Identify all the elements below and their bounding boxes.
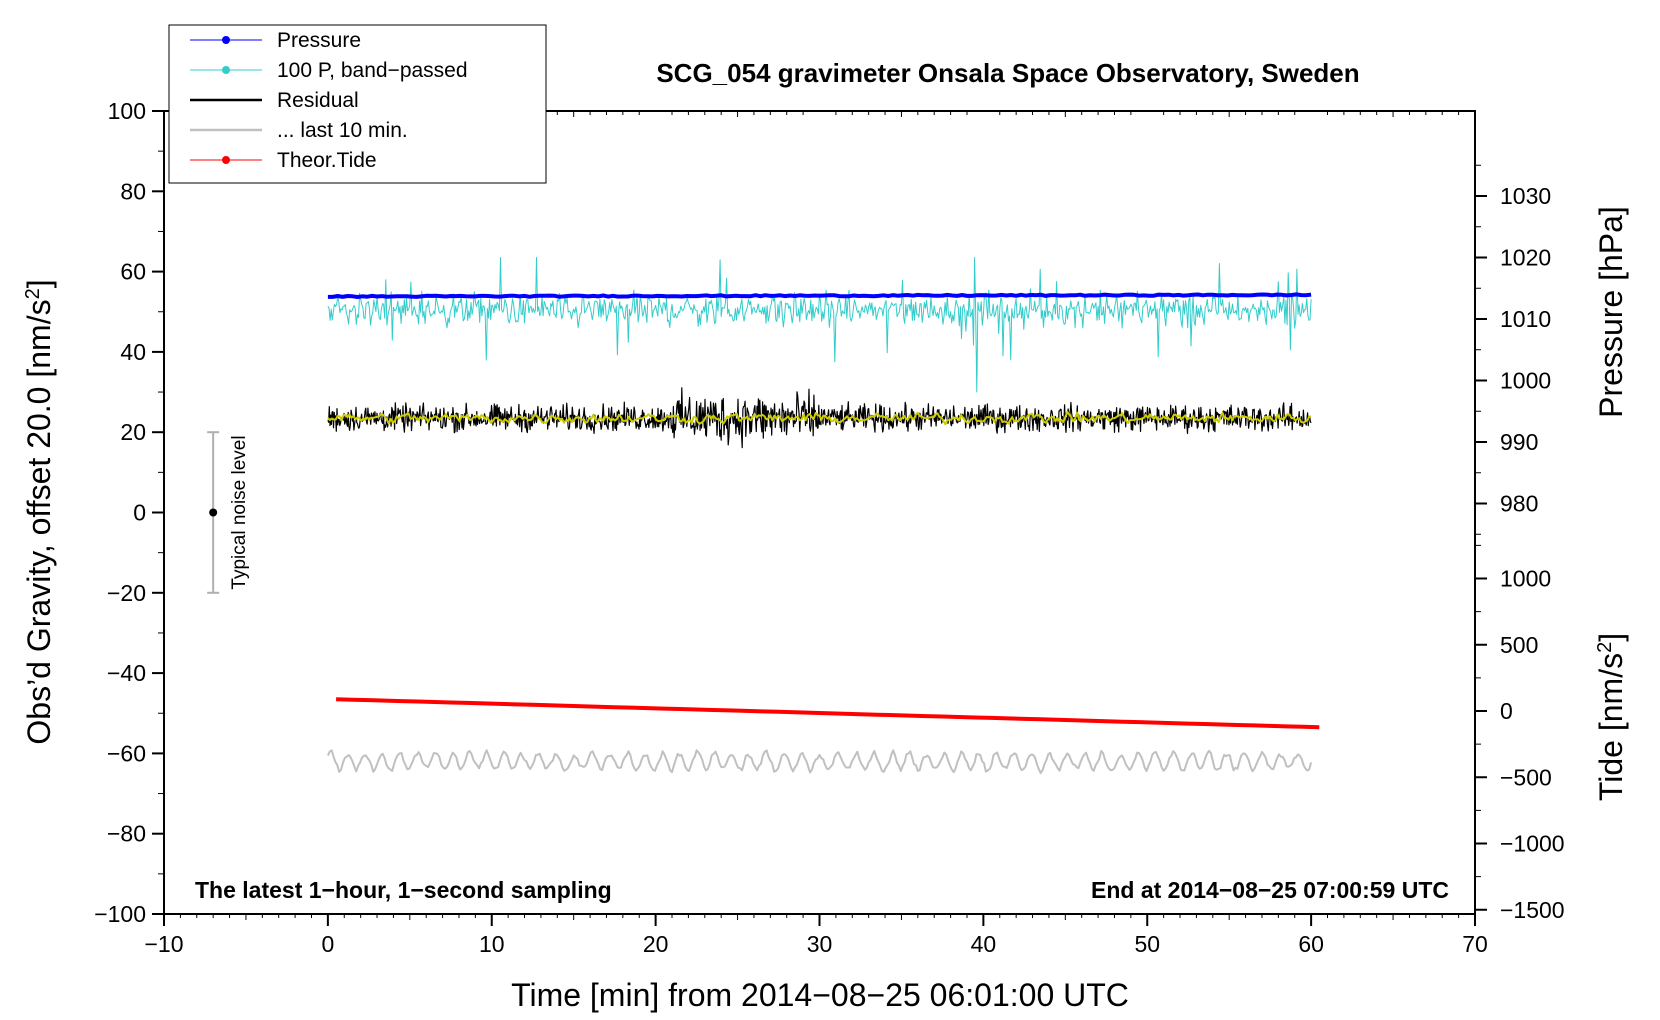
legend-box	[168, 24, 547, 184]
pressure-tick-label: 1000	[1500, 368, 1551, 394]
y-left-tick-label: 60	[120, 259, 146, 285]
y-axis-pressure-title: Pressure [hPa]	[1593, 206, 1629, 418]
legend-pressure-label: Pressure	[277, 29, 361, 52]
legend-band-passed-label: 100 P, band−passed	[277, 59, 468, 82]
legend-band-passed-marker	[222, 66, 230, 74]
legend-theoretical-tide-label: Theor.Tide	[277, 149, 377, 172]
y-left-tick-label: −60	[107, 740, 146, 766]
legend-last-10-min-label: ... last 10 min.	[277, 119, 408, 142]
y-left-tick-label: 80	[120, 178, 146, 204]
series-pressure	[327, 292, 1312, 299]
y-axis-left-title-tail: ]	[21, 279, 57, 288]
legend: Pressure 100 P, band−passed Residual ... la…	[168, 24, 547, 184]
noise-bar-center-dot	[209, 508, 218, 517]
noise-label: Typical noise level	[229, 435, 250, 589]
plot-frame	[163, 110, 1476, 915]
series-theoretical-tide	[336, 697, 1320, 730]
y-left-tick-label: 40	[120, 339, 146, 365]
x-tick-label: 60	[1298, 931, 1324, 957]
y-axis-tide-title: Tide [nm/s2]	[1593, 633, 1629, 801]
series-residual	[327, 387, 1312, 449]
y-axis-tide-title-sup: 2	[1594, 642, 1616, 653]
chart-title: SCG_054 gravimeter Onsala Space Observat…	[656, 58, 1359, 88]
y-left-tick-label: −100	[94, 901, 146, 927]
legend-residual-label: Residual	[277, 89, 359, 112]
data-series	[326, 257, 1320, 775]
tide-tick-label: 500	[1500, 632, 1538, 658]
pressure-tick-label: 980	[1500, 491, 1538, 517]
x-axis-title: Time [min] from 2014−08−25 06:01:00 UTC	[511, 977, 1129, 1013]
y-left-tick-label: 20	[120, 419, 146, 445]
tide-tick-label: 1000	[1500, 566, 1551, 592]
x-tick-label: 50	[1134, 931, 1160, 957]
sampling-note: The latest 1−hour, 1−second sampling	[195, 877, 612, 903]
legend-theoretical-tide-marker	[222, 156, 230, 164]
y-axis-left-title-sup: 2	[22, 288, 44, 299]
y-axis-tide-title-main: Tide [nm/s	[1593, 653, 1629, 801]
y-left-tick-label: −20	[107, 580, 146, 606]
y-axis-tide-title-tail: ]	[1593, 633, 1629, 642]
x-tick-label: 0	[321, 931, 334, 957]
x-tick-label: 30	[807, 931, 833, 957]
pressure-tick-label: 1030	[1500, 183, 1551, 209]
pressure-tick-label: 1010	[1500, 306, 1551, 332]
y-left-tick-label: 100	[108, 98, 146, 124]
axis-ticks: −10 0 10 20 30 40 50 60 70−100−80−60−40−20020406…	[94, 98, 1564, 957]
y-axis-left-title: Obs’d Gravity, offset 20.0 [nm/s2]	[21, 279, 57, 744]
series-band-passed-pressure	[327, 257, 1312, 393]
x-tick-label: 70	[1462, 931, 1488, 957]
x-tick-label: 40	[971, 931, 997, 957]
end-time-note: End at 2014−08−25 07:00:59 UTC	[1091, 877, 1449, 903]
y-left-tick-label: −80	[107, 821, 146, 847]
x-tick-label: 10	[479, 931, 505, 957]
y-left-tick-label: 0	[133, 500, 146, 526]
pressure-tick-label: 990	[1500, 429, 1538, 455]
legend-pressure-marker	[222, 36, 230, 44]
tide-tick-label: 0	[1500, 698, 1513, 724]
series-residual-smoothed	[327, 411, 1312, 426]
x-tick-label: −10	[144, 931, 183, 957]
tide-tick-label: −1500	[1500, 897, 1565, 923]
pressure-tick-label: 1020	[1500, 245, 1551, 271]
series-last-10-min	[326, 749, 1313, 775]
noise-indicator: Typical noise level	[207, 431, 250, 594]
y-left-tick-label: −40	[107, 660, 146, 686]
x-tick-label: 20	[643, 931, 669, 957]
tide-tick-label: −500	[1500, 764, 1552, 790]
y-axis-left-title-main: Obs’d Gravity, offset 20.0 [nm/s	[21, 299, 57, 744]
tide-tick-label: −1000	[1500, 831, 1565, 857]
